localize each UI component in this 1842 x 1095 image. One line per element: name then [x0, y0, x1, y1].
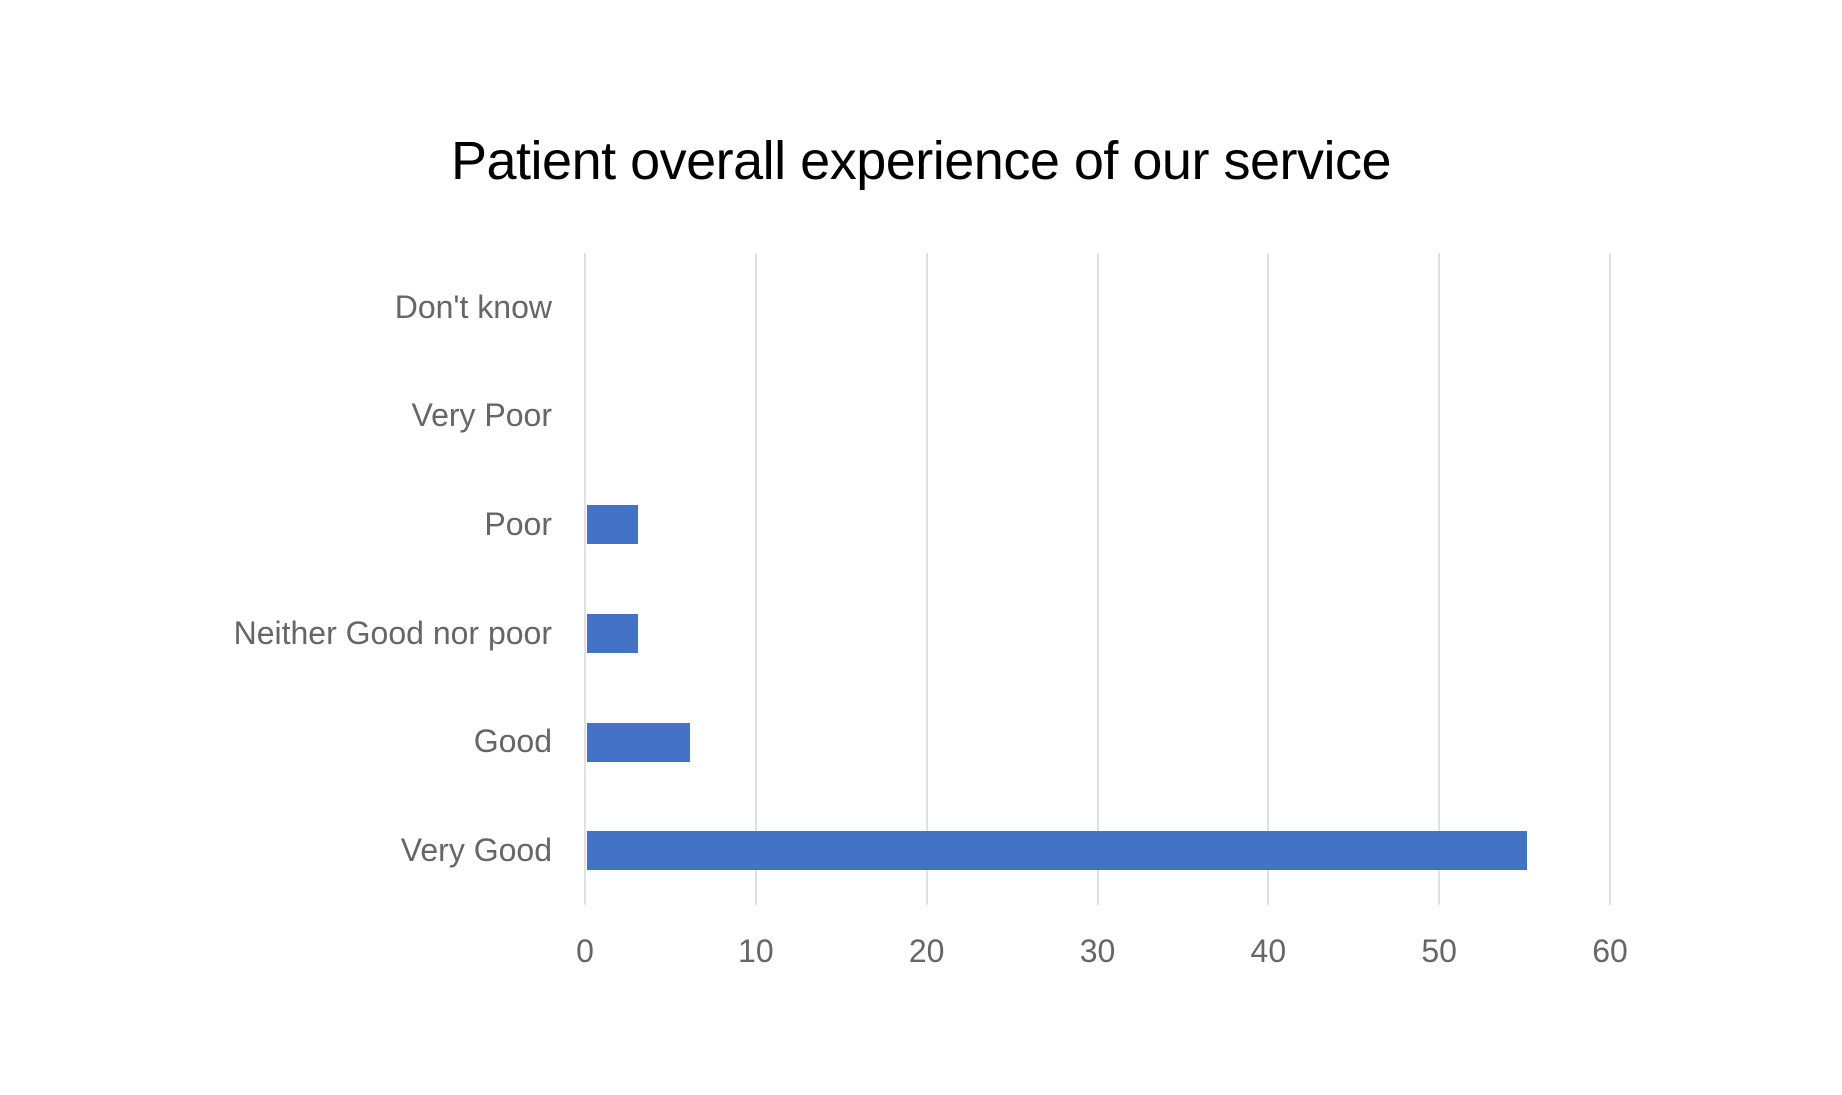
x-tick-label-20: 20 [908, 933, 945, 969]
category-label: Poor [484, 506, 552, 543]
gridline-50 [1438, 253, 1441, 905]
gridline-40 [1267, 253, 1270, 905]
category-label: Neither Good nor poor [233, 614, 552, 651]
x-tick-label-60: 60 [1592, 933, 1628, 969]
gridline-10 [754, 253, 757, 905]
gridline-30 [1096, 253, 1099, 905]
x-tick-label-30: 30 [1079, 933, 1116, 969]
bar-very-good [587, 831, 1527, 871]
category-label: Don't know [394, 288, 552, 325]
value-axis: 0 10 20 30 40 50 60 [576, 933, 1628, 979]
x-tick-label-40: 40 [1250, 933, 1287, 969]
plot-area [584, 253, 1611, 905]
gridline-0 [584, 253, 586, 905]
category-label: Very Good [400, 832, 552, 869]
gridline-60 [1609, 253, 1611, 905]
bar-neither-good-nor-poor [587, 613, 639, 653]
bar-poor [587, 505, 639, 545]
category-axis: Don't know Very Poor Poor Neither Good nor … [0, 253, 552, 905]
bar-good [587, 722, 690, 762]
x-tick-label-10: 10 [738, 933, 774, 969]
chart-title: Patient overall experience of our servic… [450, 131, 1392, 191]
category-label: Good [473, 723, 552, 760]
category-label: Very Poor [411, 397, 552, 434]
x-tick-label-50: 50 [1421, 933, 1457, 969]
gridline-20 [925, 253, 928, 905]
x-tick-label-0: 0 [576, 933, 594, 969]
